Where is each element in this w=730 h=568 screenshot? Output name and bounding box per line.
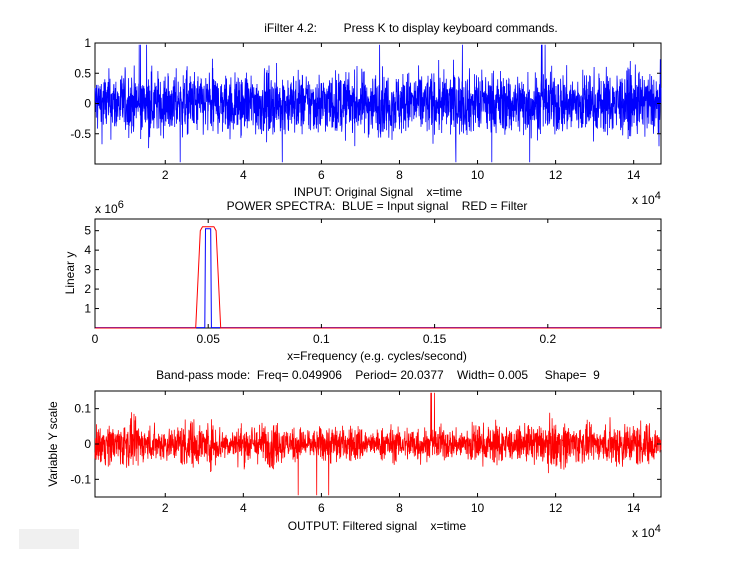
input-x-exponent: x 104 bbox=[632, 190, 661, 207]
x-tick-label: 0.05 bbox=[197, 332, 221, 346]
output-signal-axes: 2 4 6 8 10 12 14 0.1 0 -0.1 Band-pass mode: Freq=… bbox=[46, 368, 662, 540]
input-signal-axes: 2 4 6 8 10 12 14 1 0.5 0 -0.5 INPUT: Original Sign… bbox=[70, 36, 662, 207]
input-spectrum-line bbox=[95, 228, 661, 329]
x-tick-label: 2 bbox=[162, 501, 169, 515]
input-xlabel: INPUT: Original Signal x=time bbox=[294, 185, 463, 199]
x-tick-label: 8 bbox=[396, 501, 403, 515]
x-tick-label: 0.1 bbox=[313, 332, 330, 346]
spectra-axes-ticks: 0 0.05 0.1 0.15 0.2 5 4 3 2 1 bbox=[84, 219, 661, 346]
x-tick-label: 6 bbox=[318, 501, 325, 515]
figure-title: iFilter 4.2: Press K to display keyboard… bbox=[264, 21, 557, 35]
figure-toolbar-stub bbox=[19, 529, 79, 549]
y-tick-label: 0 bbox=[84, 97, 91, 111]
x-tick-label: 12 bbox=[549, 501, 563, 515]
x-tick-label: 4 bbox=[240, 168, 247, 182]
x-tick-label: 14 bbox=[627, 168, 641, 182]
spectra-xlabel: x=Frequency (e.g. cycles/second) bbox=[287, 349, 467, 363]
x-tick-label: 8 bbox=[396, 168, 403, 182]
x-tick-label: 0 bbox=[92, 332, 99, 346]
spectra-ylabel: Linear y bbox=[63, 252, 77, 295]
x-tick-label: 10 bbox=[471, 501, 485, 515]
y-tick-label: 3 bbox=[84, 263, 91, 277]
output-title: Band-pass mode: Freq= 0.049906 Period= 2… bbox=[156, 368, 600, 382]
y-tick-label: 1 bbox=[84, 302, 91, 316]
y-tick-label: 5 bbox=[84, 224, 91, 238]
y-tick-label: 1 bbox=[84, 36, 91, 50]
x-tick-label: 0.15 bbox=[423, 332, 447, 346]
filter-spectrum-line bbox=[95, 226, 661, 329]
x-tick-label: 10 bbox=[471, 168, 485, 182]
y-tick-label: 4 bbox=[84, 243, 91, 257]
x-tick-label: 12 bbox=[549, 168, 563, 182]
x-tick-label: 0.2 bbox=[539, 332, 556, 346]
y-tick-label: -0.5 bbox=[70, 127, 91, 141]
y-tick-label: 0.5 bbox=[74, 66, 91, 80]
y-tick-label: 0 bbox=[84, 437, 91, 451]
y-tick-label: 0.1 bbox=[74, 402, 91, 416]
x-tick-label: 14 bbox=[627, 501, 641, 515]
y-tick-label: 2 bbox=[84, 282, 91, 296]
spectra-title: POWER SPECTRA: BLUE = Input signal RED =… bbox=[227, 199, 528, 213]
output-ylabel: Variable Y scale bbox=[46, 401, 60, 487]
x-tick-label: 4 bbox=[240, 501, 247, 515]
y-tick-label: -0.1 bbox=[70, 472, 91, 486]
x-tick-label: 6 bbox=[318, 168, 325, 182]
output-xlabel: OUTPUT: Filtered signal x=time bbox=[288, 519, 467, 533]
input-signal-line bbox=[94, 44, 662, 163]
output-signal-line bbox=[94, 392, 662, 496]
x-tick-label: 2 bbox=[162, 168, 169, 182]
output-x-exponent: x 104 bbox=[632, 523, 661, 540]
spectra-axes-frame bbox=[94, 218, 662, 329]
output-axes-ticks: 2 4 6 8 10 12 14 0.1 0 -0.1 bbox=[70, 391, 661, 515]
power-spectra-axes: 0 0.05 0.1 0.15 0.2 5 4 3 2 1 POWER SPECTRA: BLUE… bbox=[63, 199, 662, 363]
input-axes-ticks: 2 4 6 8 10 12 14 1 0.5 0 -0.5 bbox=[70, 36, 661, 182]
spectra-y-exponent: x 106 bbox=[95, 199, 124, 216]
